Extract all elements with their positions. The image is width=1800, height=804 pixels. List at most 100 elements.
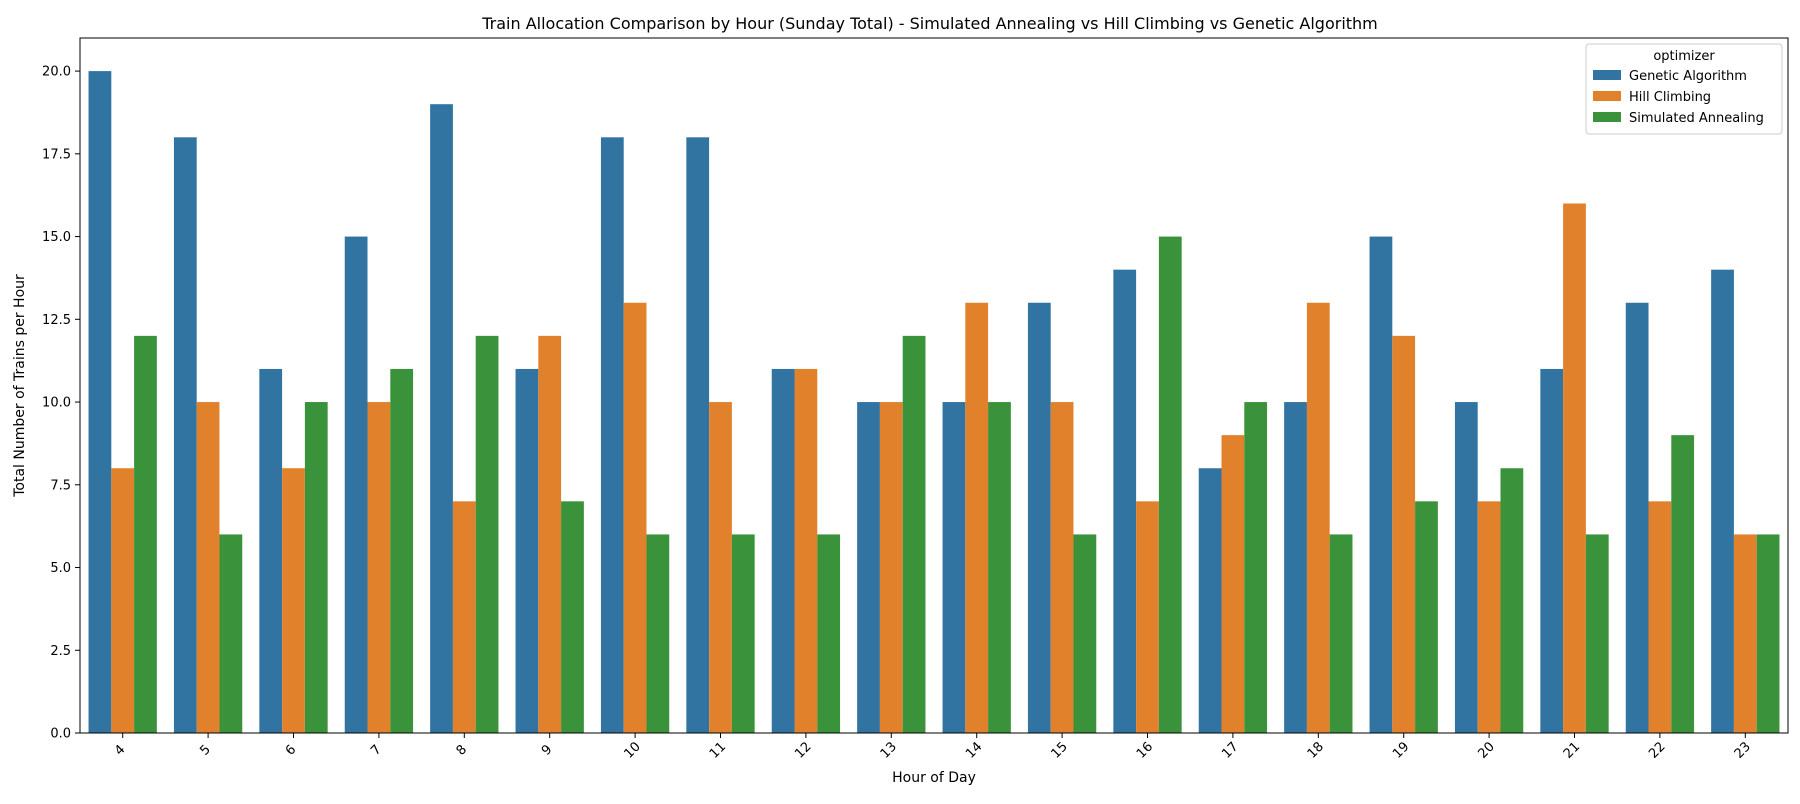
legend-label-simulated-annealing: Simulated Annealing [1629, 111, 1764, 126]
bar-genetic-algorithm-hour-16 [1113, 269, 1137, 733]
bar-genetic-algorithm-hour-14 [942, 402, 966, 733]
legend-title: optimizer [1653, 49, 1715, 64]
bar-genetic-algorithm-hour-10 [600, 137, 624, 734]
bar-genetic-algorithm-hour-23 [1711, 269, 1734, 733]
plot-frame [79, 37, 1789, 734]
legend-swatch-hill-climbing [1593, 91, 1621, 101]
bar-hill-climbing-hour-19 [1392, 335, 1416, 733]
bar-hill-climbing-hour-13 [879, 402, 903, 733]
bar-genetic-algorithm-hour-7 [344, 236, 368, 733]
bar-simulated-annealing-hour-18 [1329, 534, 1353, 733]
bar-hill-climbing-hour-15 [1050, 402, 1074, 733]
x-tick-label: 17 [1219, 739, 1241, 761]
legend-swatch-genetic-algorithm [1593, 70, 1621, 80]
bar-hill-climbing-hour-18 [1306, 302, 1330, 733]
x-axis-ticks: 4 5 6 7 8 9 10 11 12 13 14 15 16 17 18 19 20 21 22 23 [112, 733, 1754, 762]
x-tick-label: 11 [707, 739, 729, 761]
legend-label-hill-climbing: Hill Climbing [1629, 90, 1711, 105]
bar-genetic-algorithm-hour-13 [857, 402, 880, 733]
bar-simulated-annealing-hour-8 [475, 335, 499, 733]
x-tick-label: 18 [1305, 739, 1327, 761]
bar-genetic-algorithm-hour-21 [1540, 368, 1564, 733]
y-axis-label: Total Number of Trains per Hour [12, 274, 28, 498]
x-tick-label: 15 [1048, 739, 1070, 761]
bar-simulated-annealing-hour-19 [1415, 501, 1438, 733]
legend-swatch-simulated-annealing [1593, 112, 1621, 122]
x-tick-label: 7 [368, 742, 384, 758]
bar-simulated-annealing-hour-16 [1158, 236, 1182, 733]
bar-genetic-algorithm-hour-17 [1198, 468, 1222, 733]
bar-genetic-algorithm-hour-19 [1369, 236, 1393, 733]
bar-hill-climbing-hour-10 [623, 302, 647, 733]
y-tick-label: 10.0 [42, 396, 71, 411]
legend: optimizer Genetic Algorithm Hill Climbing S… [1585, 43, 1783, 135]
bar-simulated-annealing-hour-11 [731, 534, 755, 733]
bar-genetic-algorithm-hour-11 [686, 137, 710, 734]
bar-simulated-annealing-hour-7 [390, 368, 414, 733]
x-tick-label: 4 [112, 742, 128, 758]
y-tick-label: 20.0 [42, 65, 71, 80]
bar-hill-climbing-hour-8 [452, 501, 476, 733]
chart-title: Train Allocation Comparison by Hour (Sun… [481, 14, 1378, 33]
bar-hill-climbing-hour-16 [1136, 501, 1159, 733]
bar-simulated-annealing-hour-21 [1585, 534, 1609, 733]
x-tick-label: 10 [621, 739, 643, 761]
x-tick-label: 22 [1646, 739, 1668, 761]
bar-hill-climbing-hour-23 [1733, 534, 1757, 733]
bar-hill-climbing-hour-4 [111, 468, 135, 733]
x-tick-label: 5 [197, 742, 213, 758]
bar-genetic-algorithm-hour-8 [430, 104, 453, 733]
y-tick-label: 12.5 [42, 313, 71, 328]
x-tick-label: 8 [454, 742, 470, 758]
bar-simulated-annealing-hour-15 [1073, 534, 1097, 733]
y-tick-label: 17.5 [42, 147, 71, 162]
bar-hill-climbing-hour-21 [1563, 203, 1586, 734]
bar-genetic-algorithm-hour-4 [88, 71, 112, 734]
bar-simulated-annealing-hour-23 [1756, 534, 1780, 733]
bar-simulated-annealing-hour-22 [1671, 435, 1695, 733]
bar-simulated-annealing-hour-13 [902, 335, 926, 733]
bar-simulated-annealing-hour-14 [988, 402, 1011, 733]
bar-genetic-algorithm-hour-22 [1625, 302, 1649, 733]
bar-genetic-algorithm-hour-6 [259, 368, 283, 733]
bar-genetic-algorithm-hour-9 [515, 368, 539, 733]
bar-simulated-annealing-hour-5 [219, 534, 243, 733]
legend-label-genetic-algorithm: Genetic Algorithm [1629, 69, 1747, 84]
x-tick-label: 19 [1390, 739, 1412, 761]
x-tick-label: 12 [792, 739, 814, 761]
y-tick-label: 0.0 [50, 727, 71, 742]
bar-hill-climbing-hour-9 [538, 335, 562, 733]
bar-simulated-annealing-hour-12 [817, 534, 841, 733]
y-tick-label: 7.5 [50, 478, 71, 493]
bar-simulated-annealing-hour-10 [646, 534, 670, 733]
y-tick-label: 2.5 [50, 644, 71, 659]
bar-hill-climbing-hour-6 [282, 468, 305, 733]
x-tick-label: 14 [963, 739, 985, 761]
x-tick-label: 20 [1475, 739, 1497, 761]
bar-simulated-annealing-hour-6 [304, 402, 328, 733]
x-tick-label: 23 [1732, 739, 1754, 761]
bar-simulated-annealing-hour-4 [134, 335, 157, 733]
bar-genetic-algorithm-hour-20 [1454, 402, 1478, 733]
x-tick-label: 6 [283, 742, 299, 758]
bar-genetic-algorithm-hour-5 [173, 137, 197, 734]
y-tick-label: 15.0 [42, 230, 71, 245]
bar-genetic-algorithm-hour-18 [1284, 402, 1307, 733]
bar-hill-climbing-hour-14 [965, 302, 989, 733]
bar-hill-climbing-hour-5 [196, 402, 220, 733]
y-axis-ticks: 0.0 2.5 5.0 7.5 10.0 12.5 15.0 17.5 20.0 [42, 65, 80, 742]
bar-simulated-annealing-hour-9 [561, 501, 584, 733]
x-axis-label: Hour of Day [892, 770, 976, 786]
y-tick-label: 5.0 [50, 561, 71, 576]
bar-hill-climbing-hour-22 [1648, 501, 1672, 733]
legend-box [1585, 43, 1783, 135]
x-tick-label: 21 [1561, 739, 1583, 761]
bar-hill-climbing-hour-20 [1477, 501, 1501, 733]
bar-hill-climbing-hour-11 [709, 402, 732, 733]
bar-hill-climbing-hour-12 [794, 368, 818, 733]
bar-simulated-annealing-hour-17 [1244, 402, 1268, 733]
bar-simulated-annealing-hour-20 [1500, 468, 1524, 733]
x-tick-label: 16 [1134, 739, 1156, 761]
